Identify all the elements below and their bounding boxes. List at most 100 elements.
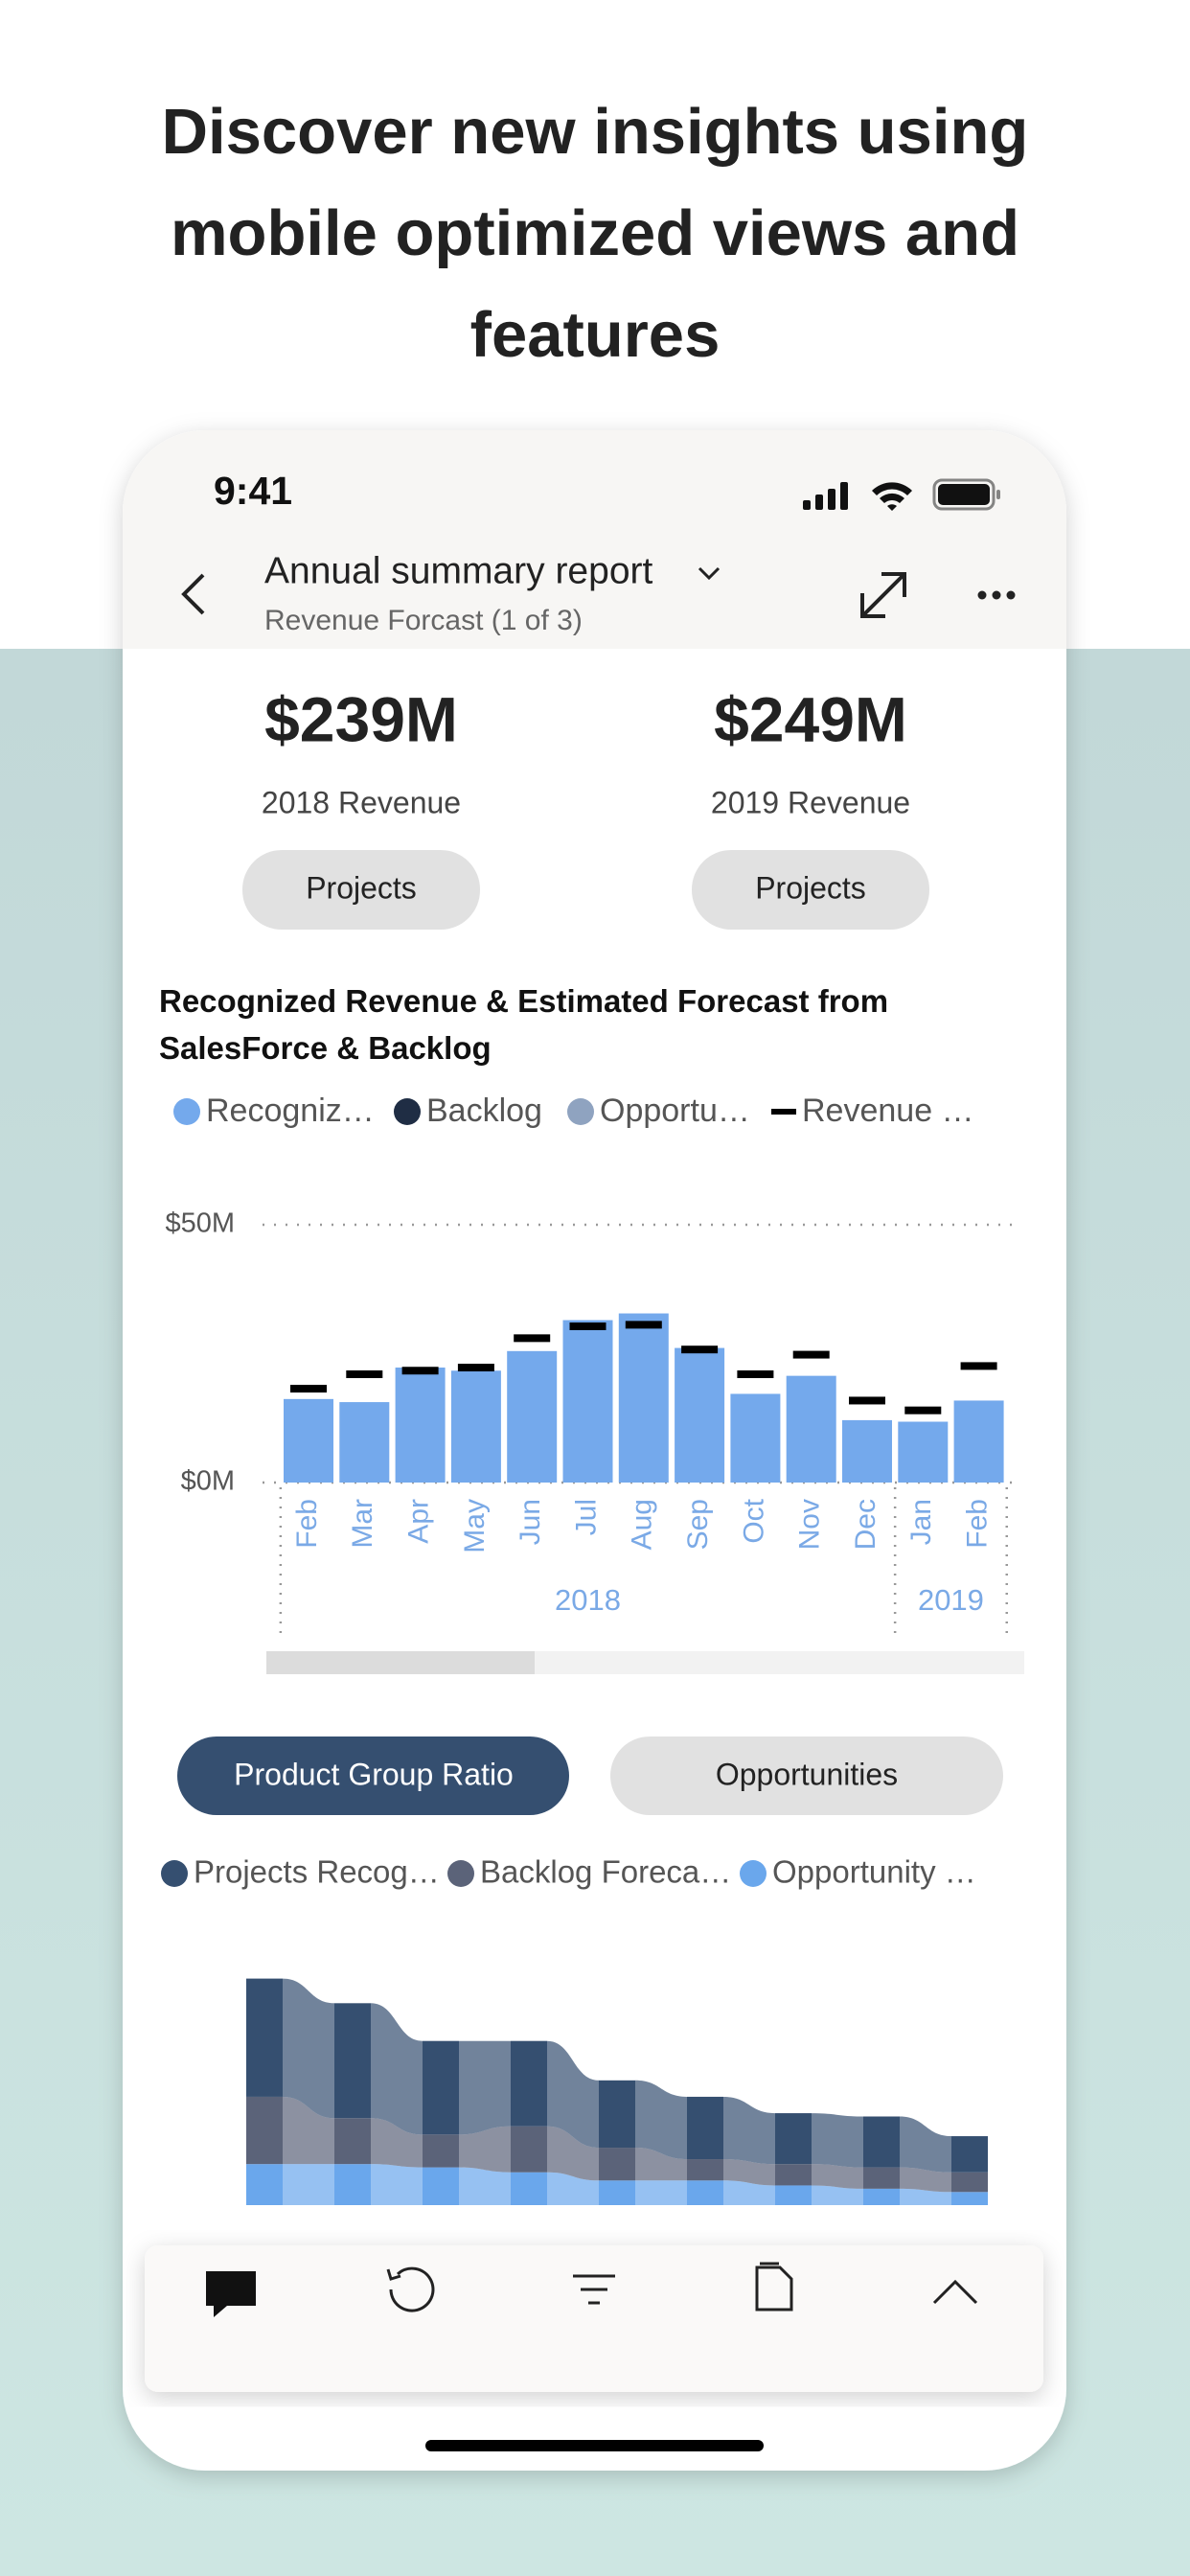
target-marker: [681, 1346, 719, 1354]
bar: [898, 1421, 949, 1483]
target-marker: [290, 1385, 327, 1393]
x-tick-label: Jul: [570, 1499, 602, 1535]
comments-icon[interactable]: [206, 2271, 256, 2317]
x-tick-label: May: [459, 1499, 491, 1553]
kpi-button-label[interactable]: Projects: [306, 870, 417, 905]
ribbon-column: [599, 2148, 635, 2181]
ribbon: [283, 2096, 334, 2165]
kpi-value: $239M: [264, 683, 458, 754]
target-marker: [960, 1362, 997, 1370]
bar: [507, 1350, 558, 1483]
kpi-button[interactable]: [242, 850, 480, 930]
ribbon: [635, 2148, 687, 2181]
ribbon-column: [511, 2126, 547, 2173]
legend-marker: [740, 1860, 767, 1887]
legend-label: Revenue …: [802, 1092, 974, 1129]
legend-marker: [447, 1860, 474, 1887]
bar: [842, 1419, 892, 1483]
tab-label[interactable]: Opportunities: [716, 1757, 898, 1791]
target-marker: [457, 1364, 494, 1372]
reset-icon[interactable]: [386, 2266, 435, 2312]
ribbon: [723, 2159, 775, 2186]
ribbon-column: [423, 2040, 459, 2135]
ribbon: [547, 2126, 599, 2181]
ribbon-column: [951, 2192, 988, 2205]
group-label: 2019: [918, 1583, 984, 1617]
ribbon-column: [334, 2003, 371, 2119]
x-tick-label: Nov: [794, 1499, 826, 1550]
ribbon-column: [687, 2180, 723, 2205]
legend-label: Recogniz…: [206, 1092, 375, 1129]
tab-active-label[interactable]: Product Group Ratio: [234, 1757, 514, 1791]
x-tick-label: Apr: [403, 1499, 435, 1544]
filters-icon[interactable]: [573, 2274, 615, 2305]
ribbon: [723, 2180, 775, 2205]
ribbon: [723, 2096, 775, 2165]
ribbon: [812, 2113, 863, 2168]
legend-marker: [567, 1098, 594, 1125]
ribbon-column: [246, 1978, 283, 2097]
report-title[interactable]: Annual summary report: [264, 550, 652, 591]
ribbon-column: [775, 2185, 812, 2205]
ribbon: [459, 2167, 511, 2205]
phone-header: [123, 430, 1066, 649]
target-marker: [514, 1334, 551, 1343]
bar: [675, 1347, 725, 1483]
kpi-label: 2018 Revenue: [262, 785, 461, 819]
target-marker: [346, 1370, 383, 1379]
target-marker: [737, 1370, 774, 1379]
kpi-button[interactable]: [692, 850, 929, 930]
tab[interactable]: [610, 1736, 1003, 1815]
ribbon-column: [246, 2164, 283, 2205]
bar: [284, 1398, 333, 1483]
pages-icon[interactable]: [755, 2262, 793, 2312]
target-marker: [569, 1322, 606, 1330]
kpi-label: 2019 Revenue: [711, 785, 910, 819]
ribbon: [371, 2118, 423, 2168]
x-tick-label: Oct: [738, 1498, 769, 1543]
chart-title: Recognized Revenue & Estimated Forecast …: [159, 983, 889, 1066]
more-button[interactable]: [977, 590, 1016, 600]
title-dropdown[interactable]: [698, 566, 721, 581]
bar: [786, 1375, 836, 1483]
more-icon[interactable]: [932, 2279, 978, 2305]
y-tick-label: $50M: [165, 1208, 235, 1239]
ribbon-column: [687, 2159, 723, 2181]
ribbon: [812, 2185, 863, 2205]
ribbon: [900, 2167, 951, 2193]
bar: [395, 1368, 446, 1483]
ribbon-column: [863, 2188, 900, 2205]
target-marker: [904, 1406, 942, 1414]
home-indicator: [425, 2440, 764, 2451]
ribbon: [900, 2116, 951, 2173]
bar: [953, 1400, 1004, 1483]
headline: Discover new insights using mobile optim…: [161, 96, 1029, 371]
legend-label: Backlog Foreca…: [480, 1854, 731, 1890]
ribbon-column: [599, 2180, 635, 2205]
ribbon-column: [334, 2164, 371, 2205]
ribbon: [812, 2164, 863, 2189]
ribbon: [900, 2188, 951, 2205]
ribbon-column: [775, 2164, 812, 2186]
status-icons: [803, 478, 1000, 511]
target-marker: [792, 1350, 830, 1359]
x-tick-label: Dec: [850, 1499, 881, 1550]
scroll-thumb[interactable]: [266, 1651, 535, 1674]
tab-active[interactable]: [177, 1736, 569, 1815]
x-tick-label: Jun: [515, 1499, 546, 1545]
group-label: 2018: [555, 1583, 621, 1617]
expand-button[interactable]: [860, 572, 906, 618]
x-tick-label: Feb: [962, 1499, 994, 1549]
ribbon-column: [599, 2080, 635, 2149]
legend-marker: [771, 1109, 796, 1115]
ribbon-column: [511, 2040, 547, 2127]
toolbar: [145, 2245, 1043, 2392]
ribbon-column: [951, 2172, 988, 2193]
legend-marker: [161, 1860, 188, 1887]
back-button[interactable]: [181, 573, 205, 615]
ribbon-column: [951, 2136, 988, 2173]
status-time: 9:41: [214, 469, 292, 513]
kpi-button-label[interactable]: Projects: [755, 870, 866, 905]
